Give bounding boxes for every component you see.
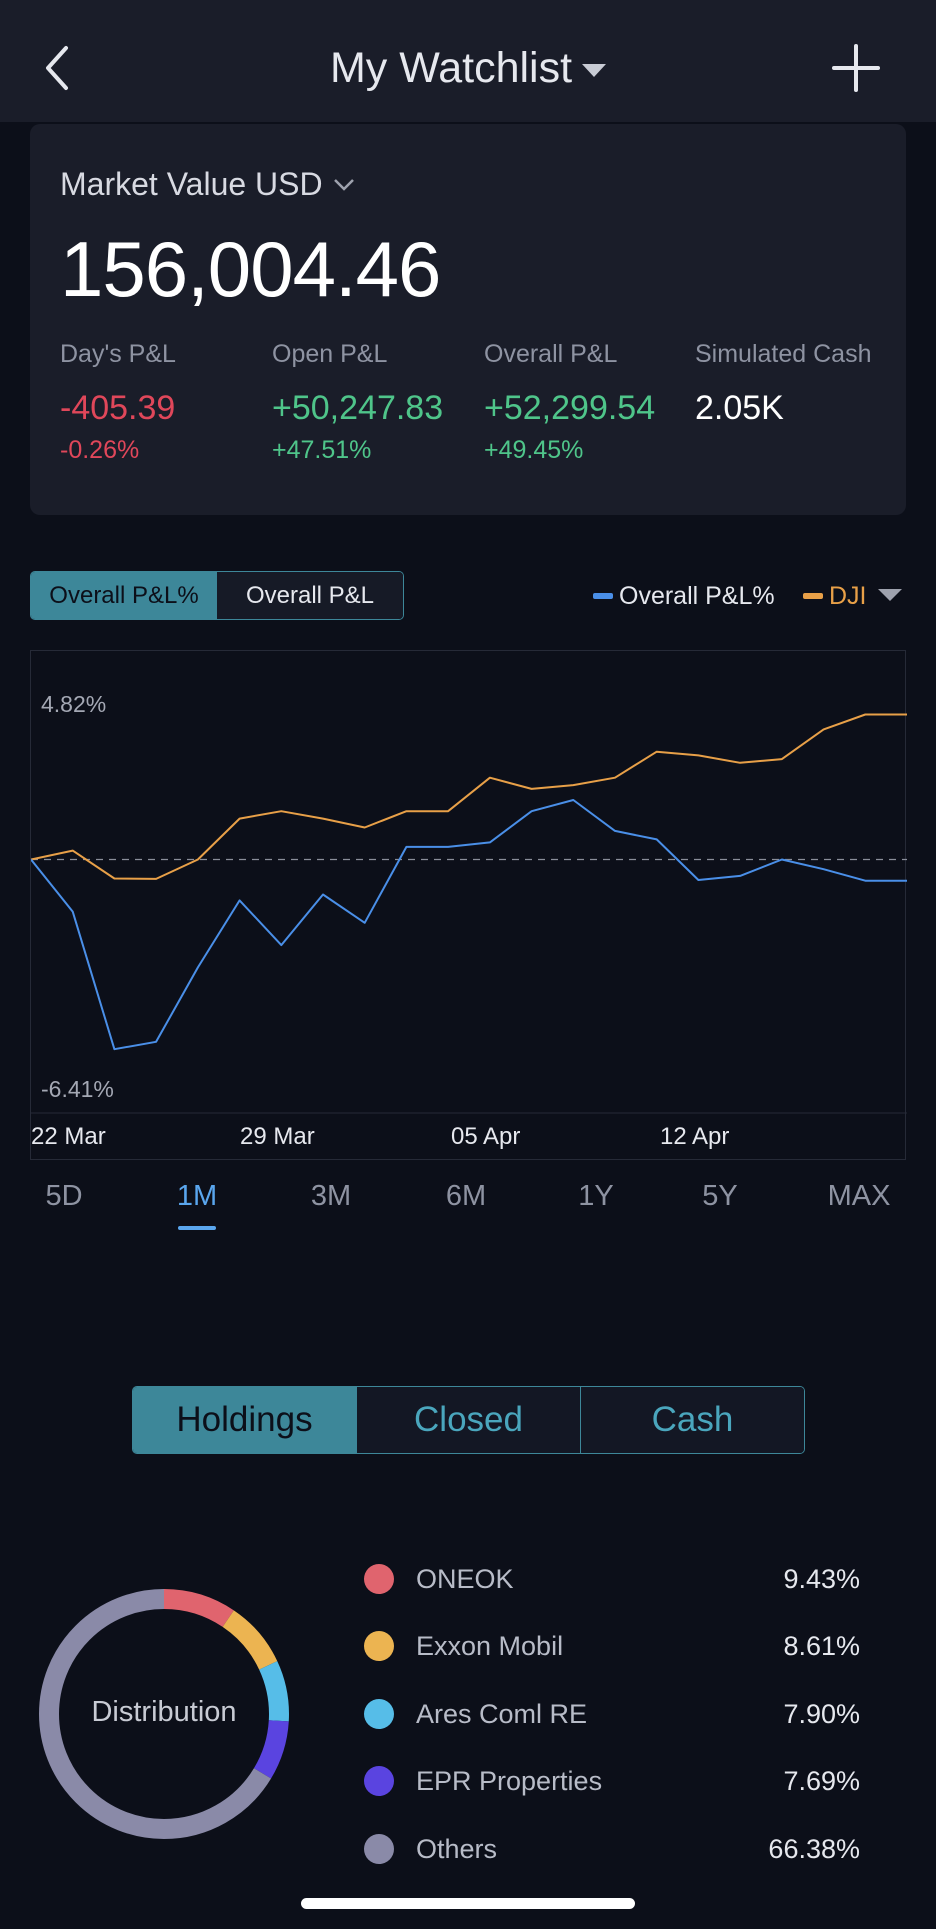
- stat-percent: +49.45%: [484, 436, 584, 464]
- caret-down-icon: [582, 63, 607, 77]
- stat-value: +50,247.83: [272, 389, 444, 427]
- back-button[interactable]: [36, 40, 80, 96]
- distribution-row[interactable]: Ares Coml RE 7.90%: [364, 1694, 860, 1734]
- distribution-row[interactable]: ONEOK 9.43%: [364, 1559, 860, 1599]
- market-value-label: Market Value USD: [60, 166, 323, 202]
- holding-name: ONEOK: [416, 1563, 514, 1594]
- holding-percent: 66.38%: [768, 1833, 860, 1864]
- chevron-left-icon: [46, 46, 68, 90]
- distribution-row[interactable]: Others 66.38%: [364, 1829, 860, 1869]
- legend-label: DJI: [829, 581, 867, 610]
- home-indicator: [301, 1898, 635, 1909]
- stat-simulated-cash: Simulated Cash 2.05K: [695, 340, 871, 428]
- tab-cash[interactable]: Cash: [581, 1387, 804, 1453]
- stat-overall-pnl: Overall P&L +52,299.54 +49.45%: [484, 340, 655, 465]
- distribution-donut-chart: [39, 1589, 289, 1839]
- holding-percent: 7.90%: [783, 1698, 860, 1729]
- range-1y[interactable]: 1Y: [578, 1180, 614, 1212]
- time-range-selector: 5D 1M 3M 6M 1Y 5Y MAX: [0, 1180, 936, 1240]
- color-dot: [364, 1564, 394, 1594]
- stat-open-pnl: Open P&L +50,247.83 +47.51%: [272, 340, 443, 465]
- range-5d[interactable]: 5D: [45, 1180, 83, 1212]
- chart-mode-toggle: Overall P&L% Overall P&L: [30, 571, 404, 620]
- distribution-row[interactable]: Exxon Mobil 8.61%: [364, 1626, 860, 1666]
- holding-percent: 8.61%: [783, 1630, 860, 1661]
- stat-label: Day's P&L: [60, 340, 176, 368]
- distribution-row[interactable]: EPR Properties 7.69%: [364, 1761, 860, 1801]
- stat-percent: -0.26%: [60, 436, 140, 464]
- y-tick-min: -6.41%: [41, 1076, 114, 1102]
- color-dot: [364, 1699, 394, 1729]
- x-tick-label: 22 Mar: [31, 1123, 106, 1150]
- page-title: My Watchlist: [329, 43, 573, 92]
- tab-closed[interactable]: Closed: [357, 1387, 581, 1453]
- positions-segmented-control: Holdings Closed Cash: [132, 1386, 805, 1454]
- range-3m[interactable]: 3M: [310, 1180, 352, 1212]
- holding-name: EPR Properties: [416, 1765, 603, 1796]
- tab-holdings[interactable]: Holdings: [133, 1387, 357, 1453]
- holding-percent: 9.43%: [783, 1563, 860, 1594]
- legend-item-dji: DJI: [803, 580, 867, 612]
- performance-chart[interactable]: 4.82% -6.41% 22 Mar 29 Mar 05 Apr 12 Apr: [30, 650, 907, 1160]
- y-tick-max: 4.82%: [41, 691, 107, 717]
- active-range-indicator: [178, 1226, 216, 1230]
- stat-value: -405.39: [60, 389, 176, 427]
- market-value: 156,004.46: [60, 225, 441, 313]
- chevron-down-icon: [333, 178, 354, 191]
- color-dot: [364, 1834, 394, 1864]
- holding-percent: 7.69%: [783, 1765, 860, 1796]
- x-tick-label: 29 Mar: [240, 1123, 315, 1150]
- stat-label: Open P&L: [272, 340, 388, 368]
- x-tick-label: 05 Apr: [451, 1123, 521, 1150]
- series-line-dji: [31, 713, 907, 880]
- add-button[interactable]: [830, 42, 882, 94]
- market-value-currency-selector[interactable]: Market Value USD: [60, 166, 355, 203]
- stat-value: 2.05K: [695, 389, 784, 427]
- legend-swatch: [803, 593, 823, 599]
- stat-value: +52,299.54: [484, 389, 656, 427]
- range-max[interactable]: MAX: [827, 1180, 891, 1212]
- stat-percent: +47.51%: [272, 436, 372, 464]
- holding-name: Others: [416, 1833, 498, 1864]
- benchmark-dropdown-caret-icon[interactable]: [878, 589, 902, 601]
- legend-swatch: [593, 593, 613, 599]
- donut-slice-others: [39, 1589, 289, 1839]
- toggle-overall-pnl[interactable]: Overall P&L: [217, 572, 403, 619]
- holding-name: Exxon Mobil: [416, 1630, 564, 1661]
- range-1m[interactable]: 1M: [176, 1180, 218, 1212]
- donut-slice-ares-coml-re: [39, 1589, 289, 1839]
- top-nav-bar: My Watchlist: [0, 0, 936, 122]
- series-line-portfolio: [31, 799, 907, 1051]
- stat-label: Simulated Cash: [695, 340, 872, 368]
- stat-days-pnl: Day's P&L -405.39 -0.26%: [60, 340, 176, 465]
- watchlist-selector[interactable]: My Watchlist: [0, 40, 936, 96]
- x-tick-label: 12 Apr: [660, 1123, 730, 1150]
- plus-icon: [832, 44, 880, 92]
- legend-label: Overall P&L%: [619, 581, 775, 610]
- holding-name: Ares Coml RE: [416, 1698, 588, 1729]
- stat-label: Overall P&L: [484, 340, 618, 368]
- color-dot: [364, 1631, 394, 1661]
- legend-item-portfolio: Overall P&L%: [593, 580, 775, 612]
- portfolio-summary-card: Market Value USD 156,004.46 Day's P&L -4…: [30, 124, 906, 515]
- color-dot: [364, 1766, 394, 1796]
- range-5y[interactable]: 5Y: [702, 1180, 738, 1212]
- chart-plot: [31, 713, 907, 1114]
- range-6m[interactable]: 6M: [445, 1180, 487, 1212]
- toggle-overall-pnl-percent[interactable]: Overall P&L%: [31, 572, 217, 619]
- donut-center-label: Distribution: [91, 1696, 237, 1728]
